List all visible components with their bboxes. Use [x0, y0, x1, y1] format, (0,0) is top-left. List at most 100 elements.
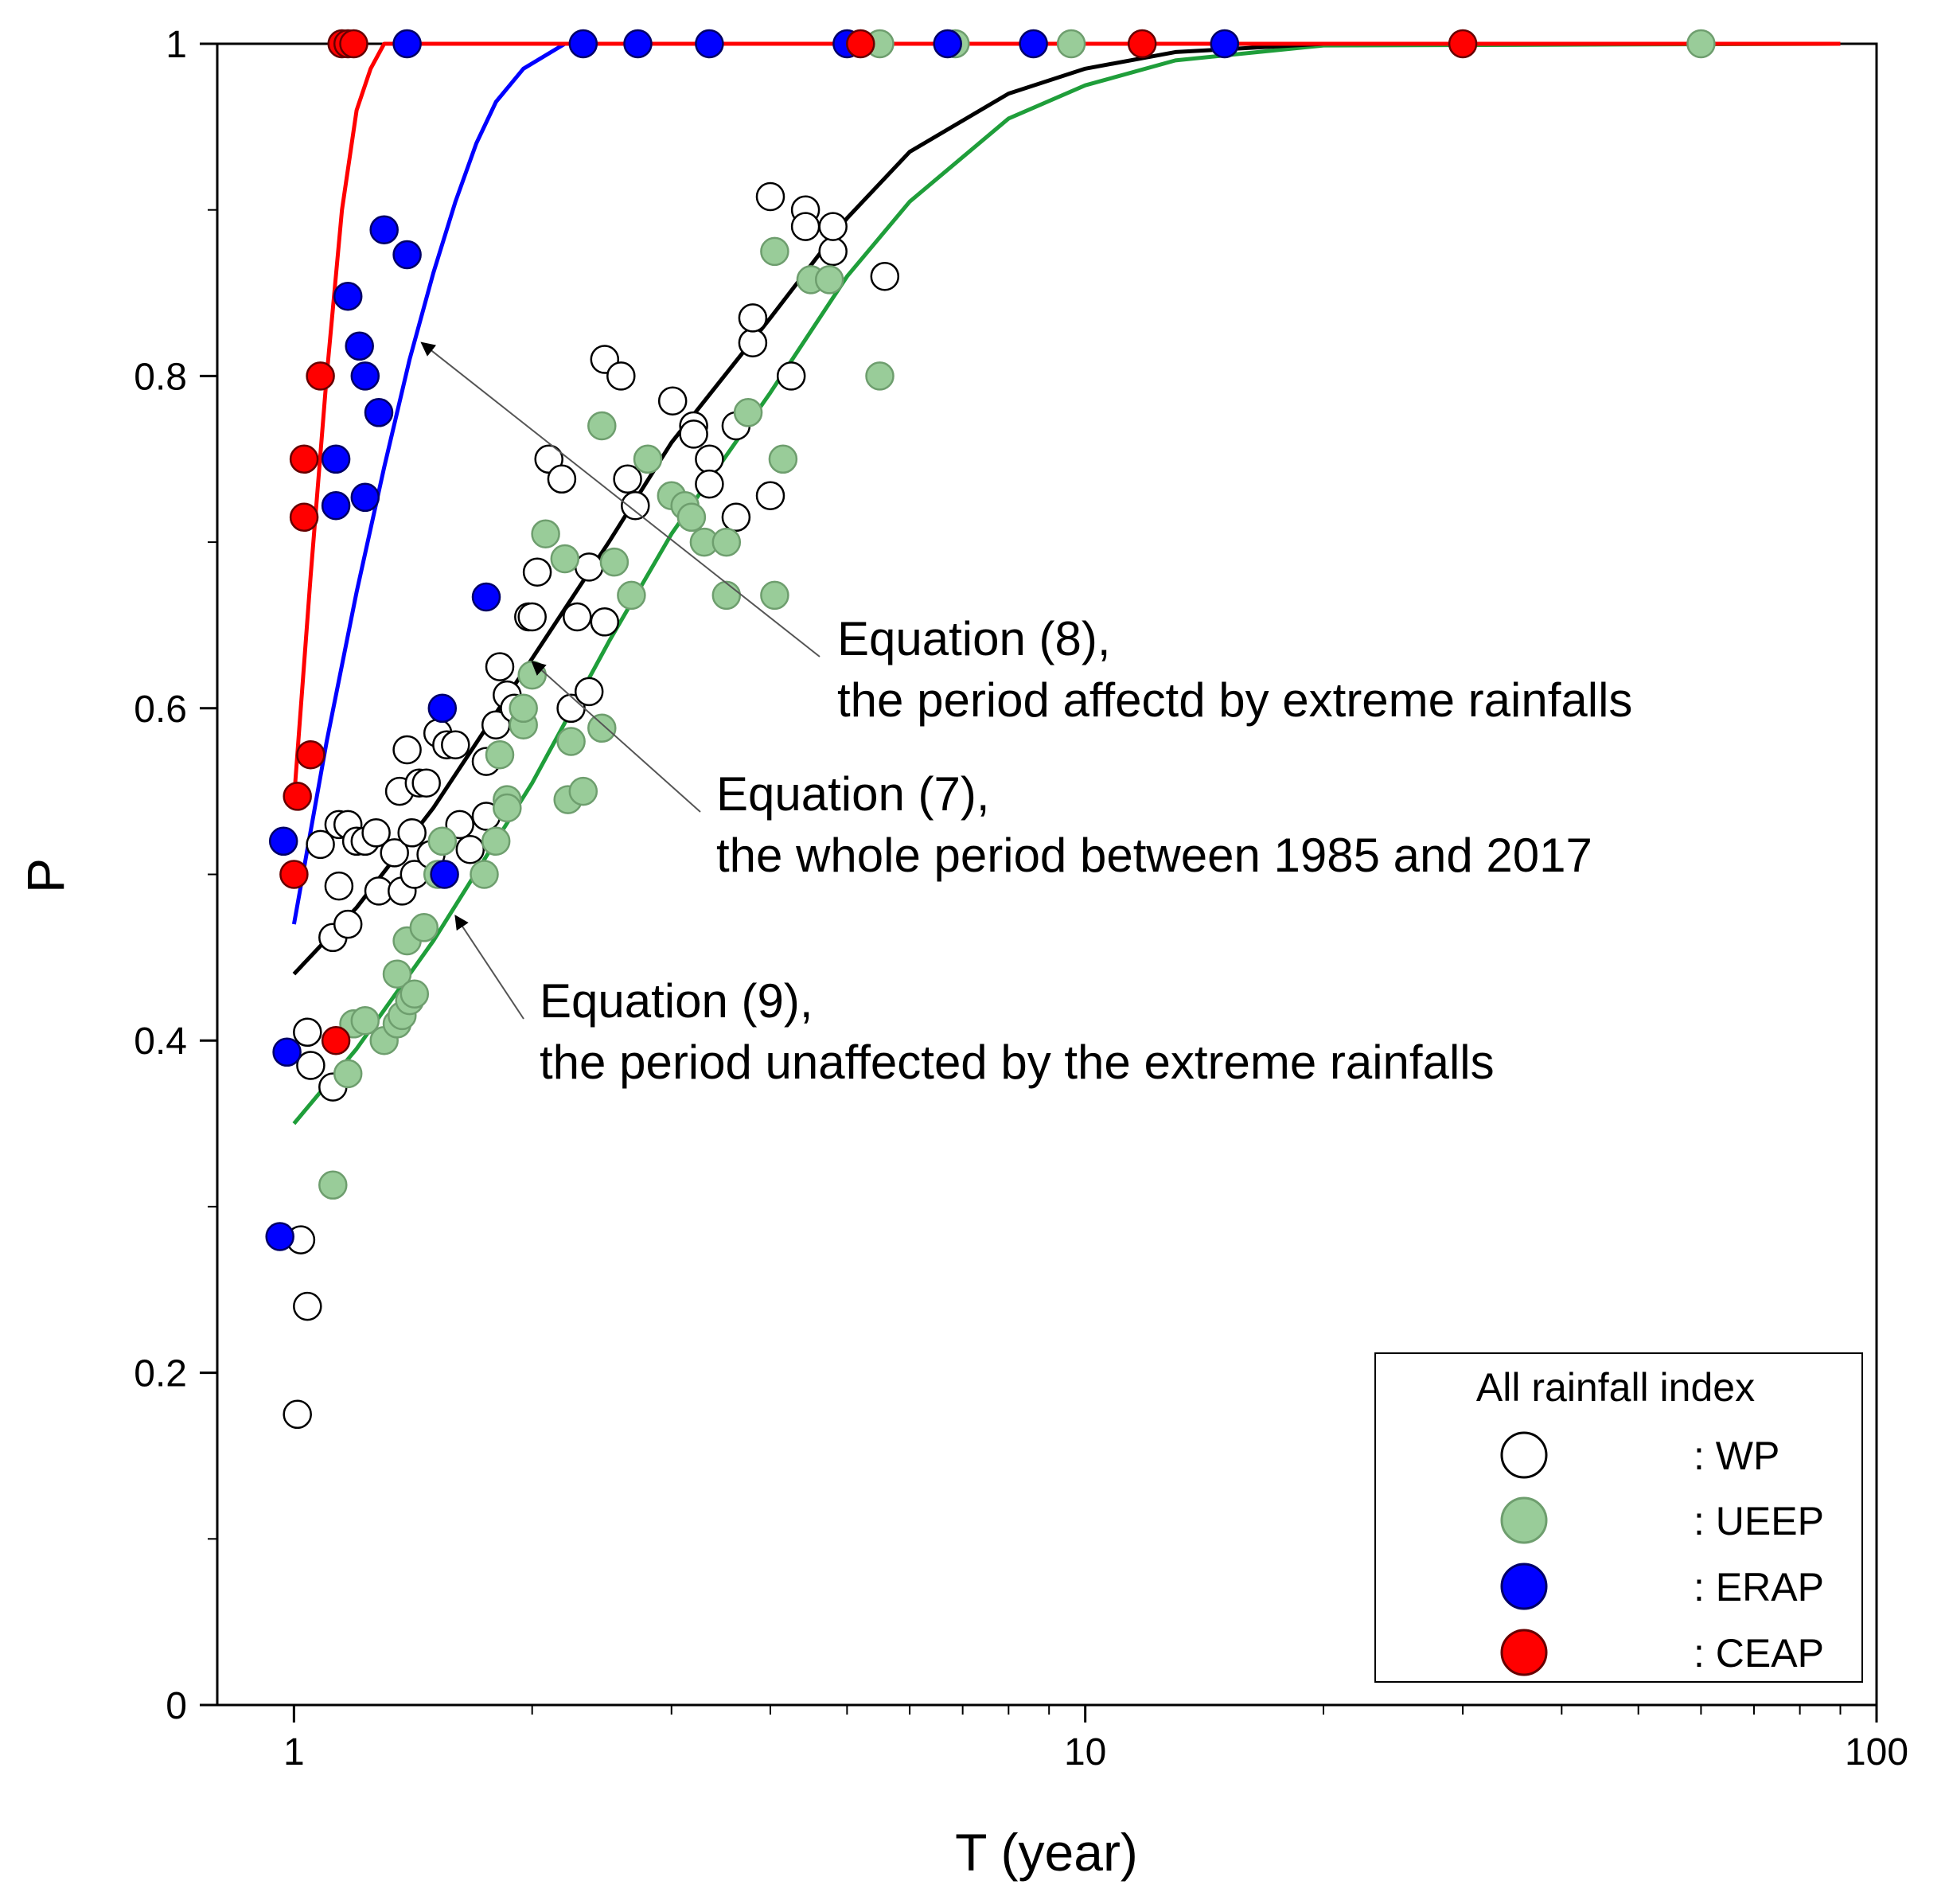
point-wp [293, 1017, 322, 1048]
point-erap [321, 490, 351, 521]
point-wp [306, 829, 335, 860]
point-ueep [1686, 29, 1716, 59]
point-wp [738, 303, 768, 333]
point-ueep [587, 411, 617, 441]
fit-curve-erap-fit [291, 41, 1841, 800]
point-ueep [318, 1170, 348, 1200]
point-ceap [279, 860, 309, 889]
point-wp [870, 261, 900, 291]
point-wp [776, 361, 806, 391]
point-wp [563, 602, 592, 632]
point-wp [517, 602, 547, 632]
point-ceap [846, 29, 875, 59]
annotation-title: Equation (9), [540, 974, 813, 1028]
point-wp [361, 818, 391, 848]
point-wp [721, 502, 751, 533]
point-ueep [517, 660, 547, 690]
point-erap [623, 29, 653, 59]
legend: All rainfall index : WP: UEEP: ERAP: CEA… [1374, 1352, 1863, 1683]
point-ueep [865, 361, 895, 391]
point-wp [679, 419, 708, 449]
point-erap [272, 1037, 302, 1067]
point-wp [547, 464, 577, 494]
point-wp [411, 768, 441, 798]
x-tick-label: 1 [283, 1731, 305, 1773]
y-tick-label: 0.4 [134, 1020, 187, 1063]
annotation-title: Equation (8), [837, 612, 1111, 665]
point-ceap [321, 1025, 351, 1055]
annotation-arrow [420, 341, 820, 657]
point-ceap [306, 361, 335, 391]
x-tick-label: 10 [1064, 1731, 1106, 1773]
axis-ticks: 1 10 100 0 0.2 0.4 0.6 0.8 1 [134, 24, 1908, 1773]
point-ceap [283, 782, 312, 811]
point-erap [427, 693, 458, 724]
point-ueep [768, 444, 798, 474]
point-erap [350, 482, 380, 513]
point-ceap [339, 29, 368, 59]
point-wp [695, 469, 724, 499]
annotation-arrow [454, 915, 524, 1020]
point-erap [350, 361, 380, 391]
point-erap [364, 398, 394, 427]
point-wp [621, 490, 650, 521]
point-erap [392, 29, 422, 59]
point-erap [392, 240, 422, 270]
point-erap [1019, 29, 1048, 59]
point-ueep [1056, 29, 1086, 59]
legend-marker-ceap [1500, 1629, 1548, 1676]
point-ueep [568, 776, 598, 806]
point-wp [485, 652, 515, 681]
legend-title: All rainfall index [1476, 1365, 1755, 1410]
point-wp [755, 481, 785, 510]
point-ueep [676, 502, 707, 533]
annotation-arrow [531, 661, 701, 813]
point-ueep [382, 959, 412, 989]
point-wp [574, 552, 604, 582]
y-tick-label: 1 [166, 24, 187, 66]
legend-marker-erap [1500, 1563, 1548, 1610]
point-wp [441, 730, 470, 759]
point-ueep [711, 580, 742, 611]
legend-label-ceap: : CEAP [1694, 1631, 1824, 1676]
point-wp [293, 1291, 322, 1321]
point-ceap [289, 444, 319, 474]
point-wp [324, 871, 354, 901]
point-ueep [481, 826, 511, 856]
point-wp [392, 735, 422, 765]
point-ueep [427, 826, 458, 856]
y-axis-title: P [16, 858, 75, 893]
point-wp [738, 328, 768, 357]
point-ueep [556, 727, 586, 756]
point-wp [590, 607, 620, 637]
point-erap [1210, 29, 1240, 59]
point-wp [283, 1399, 312, 1430]
point-wp [380, 838, 409, 868]
point-ueep [509, 693, 538, 724]
point-erap [321, 444, 351, 474]
point-erap [265, 1222, 294, 1251]
point-wp [606, 361, 636, 391]
point-ueep [587, 713, 617, 743]
point-ueep [485, 739, 515, 770]
point-wp [296, 1051, 325, 1080]
point-ueep [711, 527, 742, 557]
point-ueep [760, 236, 789, 267]
point-ueep [493, 793, 522, 823]
x-tick-label: 100 [1845, 1731, 1908, 1773]
point-erap [430, 860, 459, 889]
y-tick-label: 0.2 [134, 1353, 187, 1395]
point-erap [345, 331, 374, 361]
point-wp [695, 444, 724, 474]
point-wp [455, 834, 485, 864]
fit-curve-equation-8- [291, 41, 1841, 925]
point-ueep [814, 265, 844, 295]
point-wp [657, 386, 688, 416]
legend-marker-ueep [1500, 1496, 1548, 1544]
point-wp [522, 557, 552, 587]
point-wp [818, 236, 848, 267]
point-ueep [531, 519, 560, 548]
point-ueep [599, 547, 629, 577]
annotation-description: the whole period between 1985 and 2017 [716, 829, 1592, 882]
